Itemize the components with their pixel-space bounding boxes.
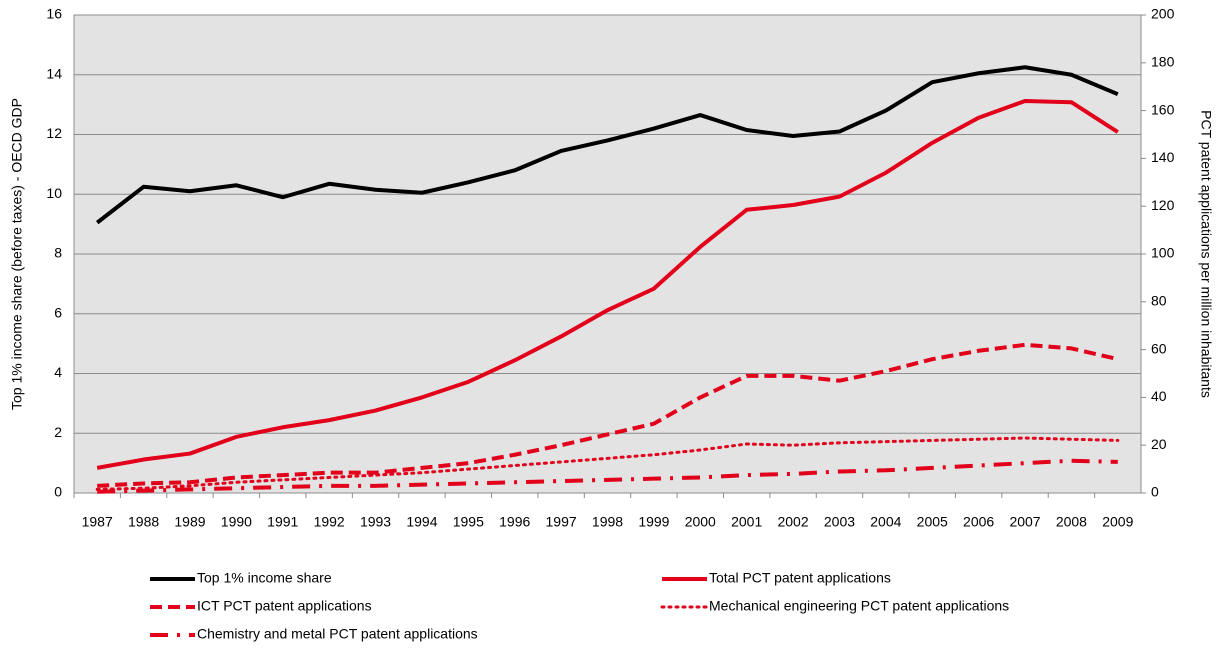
x-tick-label: 2005 <box>917 514 948 530</box>
x-tick-label: 1990 <box>221 514 252 530</box>
x-tick-label: 1988 <box>128 514 159 530</box>
x-tick-label: 1989 <box>174 514 205 530</box>
y-tick-label: 4 <box>54 364 62 380</box>
series-line <box>95 65 1119 225</box>
x-tick-label: 1999 <box>638 514 669 530</box>
x-tick-label: 1996 <box>499 514 530 530</box>
x-tick-label: 2009 <box>1102 514 1133 530</box>
y-tick-label: 10 <box>46 185 62 201</box>
x-tick-label: 2001 <box>731 514 762 530</box>
x-tick-label: 2003 <box>824 514 855 530</box>
x-tick-label: 2006 <box>963 514 994 530</box>
y2-axis-label: PCT patent applications per million inha… <box>1198 110 1214 398</box>
x-tick-label: 2008 <box>1056 514 1087 530</box>
series-line <box>97 458 1118 494</box>
y2-tick-label: 20 <box>1151 436 1167 452</box>
x-tick-label: 1987 <box>82 514 113 530</box>
y2-tick-label: 140 <box>1151 149 1175 165</box>
legend-label: Top 1% income share <box>197 570 332 586</box>
x-tick-label: 1992 <box>314 514 345 530</box>
x-tick-label: 1998 <box>592 514 623 530</box>
legend-label: ICT PCT patent applications <box>197 598 372 614</box>
y-tick-label: 0 <box>54 484 62 500</box>
y2-tick-label: 180 <box>1151 54 1175 70</box>
y-tick-label: 8 <box>54 245 62 261</box>
y-tick-label: 16 <box>46 6 62 22</box>
x-tick-label: 1993 <box>360 514 391 530</box>
y-tick-label: 6 <box>54 304 62 320</box>
y-axis-label: Top 1% income share (before taxes) - OEC… <box>9 98 25 410</box>
x-tick-label: 2000 <box>685 514 716 530</box>
x-tick-label: 1997 <box>546 514 577 530</box>
y2-tick-label: 80 <box>1151 293 1167 309</box>
y-tick-label: 12 <box>46 125 62 141</box>
y2-tick-label: 120 <box>1151 197 1175 213</box>
y-tick-label: 14 <box>46 65 62 81</box>
y-tick-label: 2 <box>54 424 62 440</box>
x-tick-label: 2002 <box>777 514 808 530</box>
series-line <box>95 436 1120 491</box>
x-tick-label: 1994 <box>406 514 437 530</box>
legend-label: Chemistry and metal PCT patent applicati… <box>197 626 478 642</box>
x-tick-label: 1995 <box>453 514 484 530</box>
y2-tick-label: 160 <box>1151 101 1175 117</box>
y2-tick-label: 40 <box>1151 388 1167 404</box>
x-tick-label: 2004 <box>870 514 901 530</box>
y2-tick-label: 200 <box>1151 6 1175 22</box>
legend-label: Total PCT patent applications <box>709 570 891 586</box>
series-line <box>96 99 1119 470</box>
x-tick-label: 1991 <box>267 514 298 530</box>
y2-tick-label: 0 <box>1151 484 1159 500</box>
y2-tick-label: 60 <box>1151 340 1167 356</box>
series-line <box>97 342 1119 488</box>
legend-label: Mechanical engineering PCT patent applic… <box>709 598 1009 614</box>
x-tick-label: 2007 <box>1009 514 1040 530</box>
y2-tick-label: 100 <box>1151 245 1175 261</box>
